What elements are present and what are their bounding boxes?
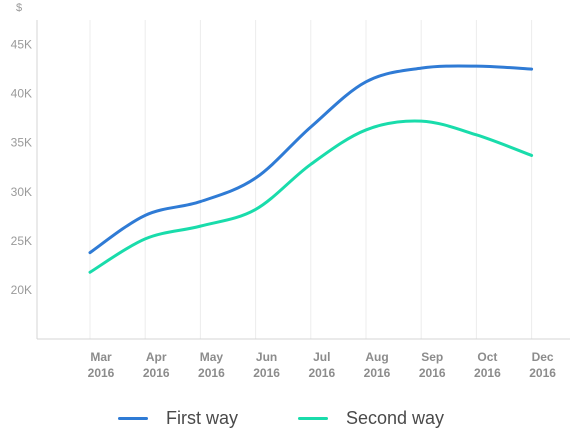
x-tick-year: 2016 — [143, 366, 170, 380]
x-tick-month: Jun — [256, 350, 277, 364]
y-tick-label: 25K — [11, 234, 32, 248]
series-line-second-way — [88, 119, 534, 274]
series-line-first-way — [88, 64, 534, 255]
y-axis-unit: $ — [16, 2, 22, 14]
x-tick-year: 2016 — [308, 366, 335, 380]
line-chart: 20K 25K 30K 35K 40K 45K Mar 2016 Apr 2016 May 2016… — [11, 2, 570, 380]
x-tick-month: Jul — [313, 350, 330, 364]
y-tick-label: 30K — [11, 185, 32, 199]
x-tick-year: 2016 — [364, 366, 391, 380]
x-tick-month: Mar — [90, 350, 112, 364]
grid — [89, 20, 533, 339]
y-tick-label: 35K — [11, 136, 32, 150]
legend-label-second-way: Second way — [346, 408, 445, 428]
x-tick-month: Aug — [365, 350, 388, 364]
legend-item-first-way[interactable]: First way — [118, 408, 238, 429]
x-tick-year: 2016 — [474, 366, 501, 380]
y-tick-label: 45K — [11, 38, 32, 52]
y-axis-ticks: 20K 25K 30K 35K 40K 45K — [11, 38, 32, 297]
x-tick-month: Dec — [532, 350, 554, 364]
legend-swatch-second-way — [298, 417, 328, 420]
y-tick-label: 20K — [11, 283, 32, 297]
legend-swatch-first-way — [118, 417, 148, 420]
legend-item-second-way[interactable]: Second way — [298, 408, 444, 429]
x-tick-year: 2016 — [529, 366, 556, 380]
x-tick-month: Apr — [146, 350, 167, 364]
series-lines — [88, 64, 534, 274]
axes — [36, 20, 570, 340]
x-tick-year: 2016 — [88, 366, 115, 380]
x-tick-month: Sep — [421, 350, 443, 364]
x-tick-year: 2016 — [253, 366, 280, 380]
legend-label-first-way: First way — [166, 408, 238, 428]
x-tick-month: May — [200, 350, 224, 364]
x-tick-year: 2016 — [198, 366, 225, 380]
x-tick-month: Oct — [477, 350, 497, 364]
x-axis-ticks: Mar 2016 Apr 2016 May 2016 Jun 2016 Jul 2016 Aug 20… — [88, 350, 557, 380]
legend: First way Second way — [0, 408, 572, 442]
y-tick-label: 40K — [11, 87, 32, 101]
x-tick-year: 2016 — [419, 366, 446, 380]
